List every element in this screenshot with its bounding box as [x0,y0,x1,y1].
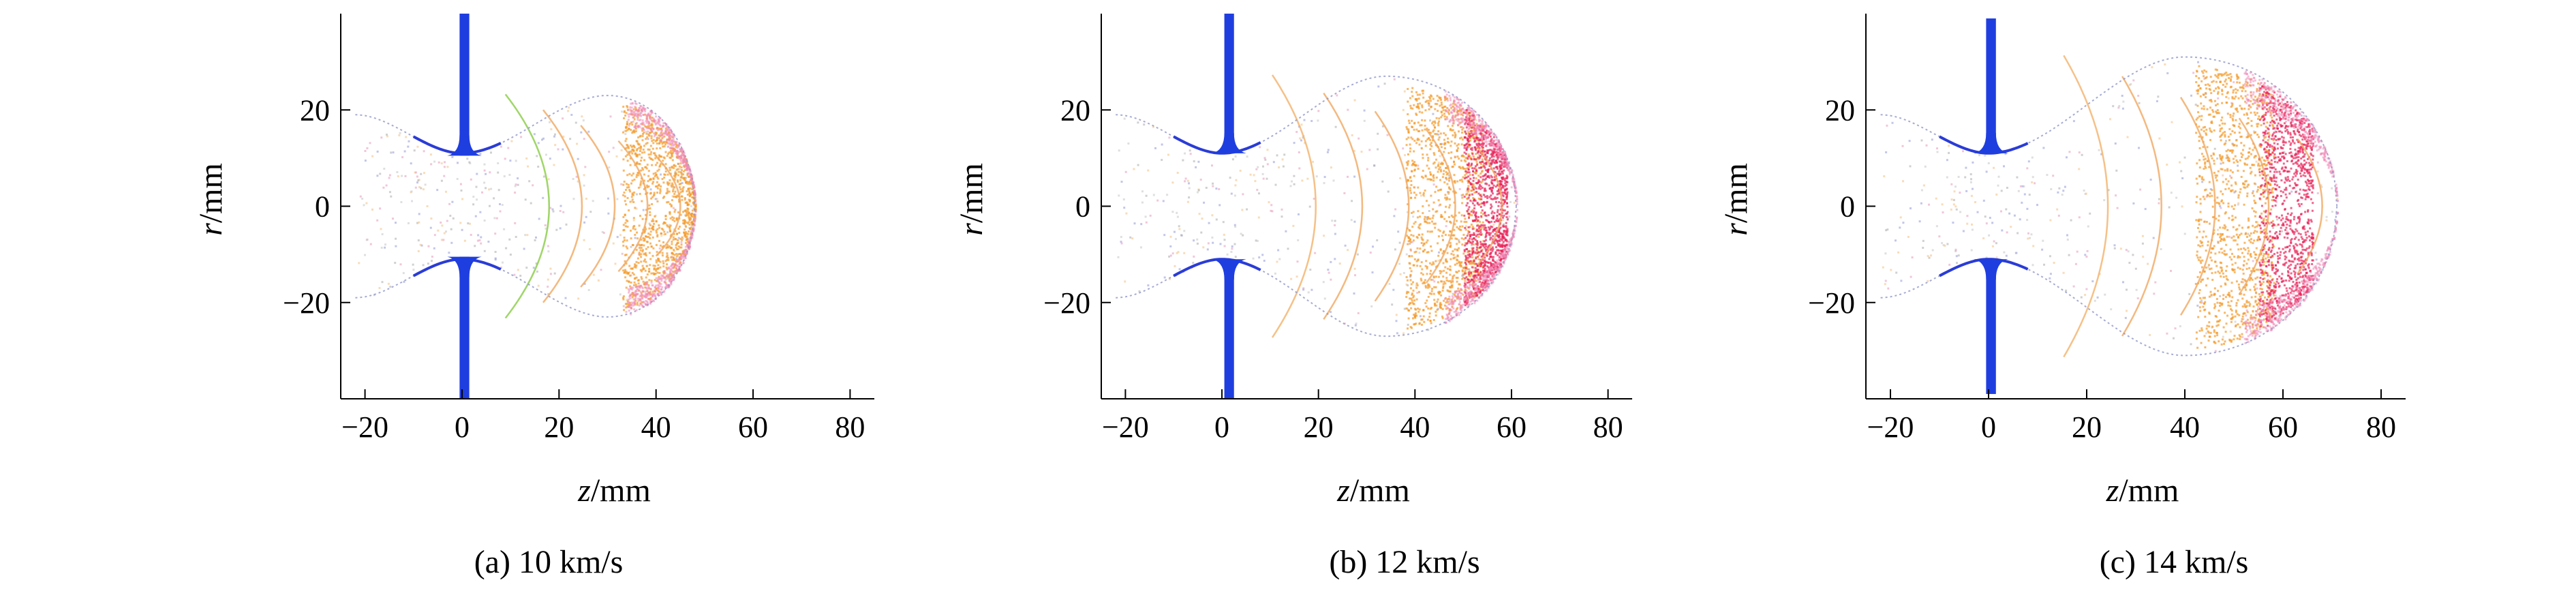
region-pink [627,102,697,316]
cloud-contours [2063,55,2323,358]
cloud-particles [358,106,696,313]
axes: −20 0 20 40 60 80 −20 0 20 [1043,14,1632,444]
y-axis-unit: /mm [193,163,229,223]
y-axis-unit: /mm [953,163,990,223]
plate-lower [459,256,470,399]
axes: −20 0 20 40 60 80 −20 0 20 [283,14,874,444]
x-axis-unit: /mm [1350,472,1410,509]
plate-upper [1986,18,1996,153]
x-tick-label: 20 [1304,410,1334,444]
panel-caption: (b) 12 km/s [1329,544,1479,580]
y-axis-label: r/mm [193,163,229,236]
y-axis-symbol: r [953,223,990,236]
x-tick-label: 80 [835,410,865,444]
y-tick-label: 20 [300,93,330,127]
x-tick-label: 20 [2072,410,2102,444]
y-tick-label: 0 [1840,190,1855,224]
x-axis-unit: /mm [591,472,651,509]
x-tick-label: 0 [1214,410,1229,444]
x-tick-label: 20 [544,410,574,444]
x-tick-label: 0 [455,410,470,444]
target-plate [1974,18,2008,394]
x-tick-label: 80 [1593,410,1623,444]
plate-upper [459,14,470,156]
x-axis-symbol: z [577,472,591,509]
x-tick-label: 60 [1497,410,1527,444]
y-axis-label: r/mm [953,163,990,236]
x-tick-label: −20 [1867,410,1914,444]
cloud-contours [504,93,681,319]
x-tick-label: 40 [641,410,671,444]
x-tick-label: 40 [1400,410,1430,444]
y-tick-label: 0 [315,190,330,224]
x-tick-label: 0 [1981,410,1996,444]
axes: −20 0 20 40 60 80 −20 0 20 [1808,14,2406,444]
x-axis-unit: /mm [2119,472,2179,509]
target-plate [447,14,482,399]
panel-caption: (a) 10 km/s [474,544,624,580]
region-red [2258,85,2315,327]
y-tick-label: 20 [1060,93,1090,127]
x-axis-label: z/mm [1336,472,1410,509]
y-axis-symbol: r [1718,223,1754,236]
y-axis-symbol: r [193,223,229,236]
plate-upper [1224,14,1234,153]
x-tick-label: −20 [1102,410,1149,444]
x-tick-label: 60 [2268,410,2298,444]
x-axis-label: z/mm [2106,472,2179,509]
y-axis-label: r/mm [1718,163,1754,236]
plate-lower [1986,259,1996,394]
y-tick-label: −20 [1043,286,1090,320]
target-plate [1212,14,1246,399]
panel-caption: (c) 14 km/s [2100,544,2249,580]
x-tick-label: 40 [2170,410,2200,444]
x-axis-symbol: z [1336,472,1350,509]
x-tick-label: 80 [2366,410,2396,444]
y-tick-label: −20 [283,286,330,320]
y-tick-label: 20 [1825,93,1855,127]
x-axis-label: z/mm [577,472,651,509]
y-tick-label: −20 [1808,286,1855,320]
y-tick-label: 0 [1075,190,1090,224]
x-axis-symbol: z [2106,472,2119,509]
x-tick-label: −20 [341,410,388,444]
plate-lower [1224,259,1234,399]
cloud-contours [1271,74,1503,338]
x-tick-label: 60 [738,410,768,444]
y-axis-unit: /mm [1718,163,1754,223]
